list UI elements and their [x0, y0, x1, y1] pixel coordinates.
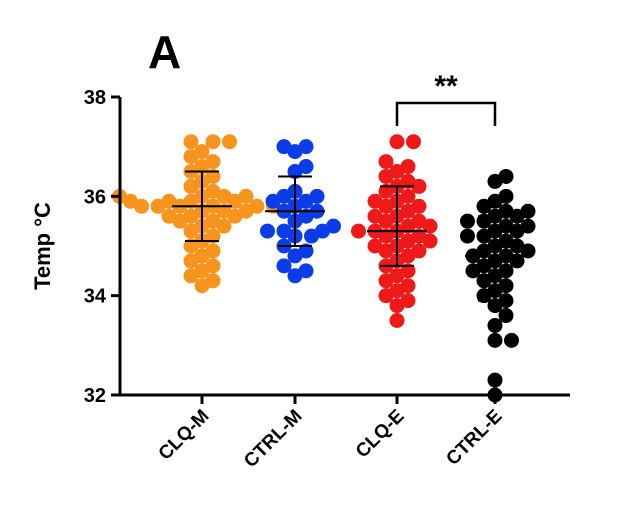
plot-area: 32 34 36 38 CLQ-M CTRL-M CLQ-E CTRL-E ** — [84, 70, 570, 472]
data-point-clq-m — [161, 208, 177, 224]
data-point-clq-m — [205, 243, 221, 259]
data-point-ctrl-e — [498, 278, 514, 294]
data-point-ctrl-e — [460, 213, 475, 229]
data-point-clq-m — [205, 134, 221, 150]
data-point-ctrl-e — [498, 203, 514, 219]
data-point-clq-e — [389, 134, 405, 150]
panel-letter: A — [148, 26, 181, 78]
y-tick-label: 32 — [84, 385, 106, 407]
data-point-clq-e — [351, 223, 366, 239]
data-point-clq-m — [249, 198, 265, 214]
data-point-ctrl-m — [298, 243, 314, 259]
data-point-ctrl-m — [298, 159, 314, 175]
data-point-clq-e — [400, 188, 416, 204]
y-tick-label: 36 — [84, 186, 106, 208]
data-point-ctrl-m — [298, 139, 314, 155]
data-point-ctrl-e — [498, 188, 514, 204]
data-point-ctrl-e — [520, 203, 536, 219]
significance-label: ** — [434, 70, 458, 103]
x-tick-label: CLQ-M — [155, 406, 214, 465]
data-point-ctrl-m — [298, 263, 314, 279]
data-point-ctrl-e — [498, 233, 514, 249]
data-point-ctrl-m — [276, 223, 292, 239]
data-point-ctrl-e — [498, 218, 514, 234]
data-point-ctrl-e — [498, 308, 514, 324]
data-point-clq-m — [222, 134, 237, 150]
data-point-clq-m — [205, 154, 221, 170]
data-point-ctrl-e — [520, 218, 536, 234]
data-point-clq-m — [205, 183, 221, 199]
data-point-clq-e — [411, 243, 427, 259]
data-point-clq-m — [238, 188, 254, 204]
data-point-ctrl-e — [498, 263, 514, 279]
data-point-clq-e — [411, 198, 427, 214]
data-point-ctrl-m — [260, 223, 275, 239]
data-point-clq-m — [205, 228, 221, 244]
y-tick-label: 38 — [84, 87, 106, 109]
data-point-clq-e — [400, 263, 416, 279]
data-point-clq-m — [205, 213, 221, 229]
significance-bracket — [395, 101, 497, 126]
data-point-clq-e — [400, 293, 416, 309]
x-tick-label: CTRL-E — [442, 406, 506, 470]
data-point-ctrl-m — [276, 139, 292, 155]
data-point-clq-m — [205, 168, 221, 184]
data-point-ctrl-e — [487, 332, 503, 348]
data-point-ctrl-m — [276, 258, 292, 274]
data-point-ctrl-e — [498, 168, 514, 184]
data-point-clq-e — [367, 193, 383, 209]
data-point-clq-m — [205, 273, 221, 289]
data-point-clq-e — [400, 159, 416, 175]
data-point-clq-e — [367, 208, 383, 224]
data-point-clq-e — [411, 213, 427, 229]
data-point-clq-e — [406, 134, 421, 150]
x-tick-label: CLQ-E — [352, 406, 409, 463]
data-point-ctrl-e — [460, 228, 475, 244]
y-axis-title: Temp °C — [30, 202, 55, 290]
data-point-ctrl-m — [309, 188, 325, 204]
data-point-clq-m — [183, 134, 199, 150]
data-point-clq-e — [367, 238, 383, 254]
data-point-clq-e — [400, 173, 416, 189]
data-point-clq-e — [389, 313, 405, 328]
data-point-ctrl-e — [487, 317, 503, 333]
data-point-clq-m — [161, 193, 177, 209]
data-point-clq-m — [194, 144, 210, 160]
data-point-clq-m — [205, 258, 221, 274]
data-point-clq-e — [378, 154, 394, 170]
data-point-ctrl-e — [504, 332, 519, 348]
y-tick-label: 34 — [84, 286, 107, 308]
x-tick-label: CTRL-M — [240, 406, 306, 472]
data-point-ctrl-m — [326, 218, 341, 234]
data-point-clq-e — [400, 278, 416, 294]
data-point-ctrl-e — [487, 372, 503, 388]
data-point-clq-e — [411, 228, 427, 244]
